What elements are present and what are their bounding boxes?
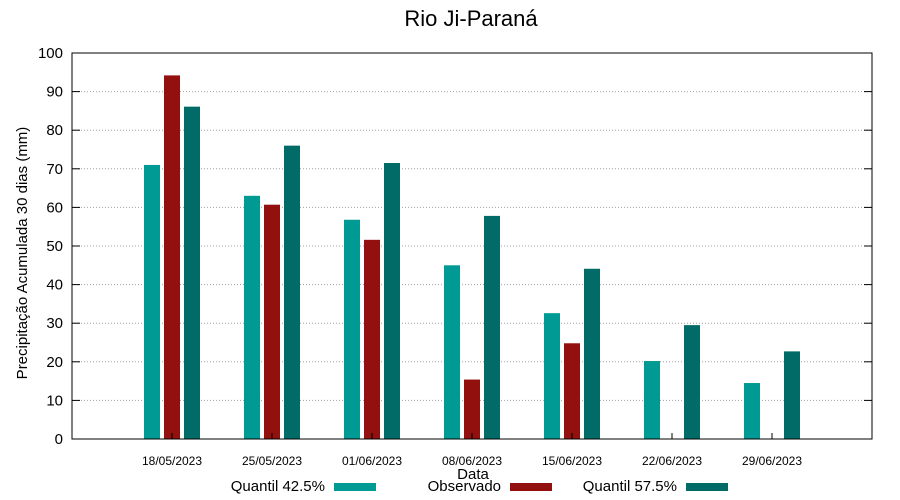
- bar-quantil-57-5--6: [784, 351, 800, 439]
- x-tick-label: 18/05/2023: [142, 454, 202, 468]
- legend-swatch: [334, 483, 376, 491]
- x-axis-label: Data: [457, 466, 489, 483]
- bar-quantil-57-5--4: [584, 268, 600, 439]
- bar-observado-2: [364, 239, 380, 439]
- legend-label: Observado: [428, 478, 501, 495]
- y-tick-label: 10: [46, 392, 63, 409]
- y-tick-label: 100: [38, 45, 63, 62]
- bar-observado-3: [464, 379, 480, 439]
- x-tick-label: 08/06/2023: [442, 454, 502, 468]
- y-tick-label: 0: [55, 431, 63, 448]
- bar-observado-4: [564, 343, 580, 439]
- bars: [144, 75, 800, 440]
- legend-label: Quantil 42.5%: [231, 478, 325, 495]
- legend-swatch: [510, 483, 552, 491]
- x-tick-label: 29/06/2023: [742, 454, 802, 468]
- y-tick-label: 20: [46, 354, 63, 371]
- x-tick-label: 25/05/2023: [242, 454, 302, 468]
- legend-label: Quantil 57.5%: [583, 478, 677, 495]
- y-tick-label: 40: [46, 277, 63, 294]
- y-axis-ticks: 0 10 20 30 40 50 60 70 80 90 100: [38, 45, 872, 448]
- bar-quantil-57-5--1: [284, 145, 300, 439]
- bar-quantil-42-5--3: [444, 265, 460, 439]
- bar-quantil-42-5--5: [644, 361, 660, 439]
- bar-quantil-42-5--0: [144, 164, 160, 439]
- x-tick-label: 15/06/2023: [542, 454, 602, 468]
- y-tick-label: 50: [46, 238, 63, 255]
- legend-swatch: [686, 483, 728, 491]
- chart-title: Rio Ji-Paraná: [404, 6, 538, 31]
- x-tick-label: 22/06/2023: [642, 454, 702, 468]
- bar-observado-1: [264, 204, 280, 439]
- y-tick-label: 80: [46, 122, 63, 139]
- bar-quantil-57-5--2: [384, 163, 400, 439]
- bar-quantil-57-5--5: [684, 325, 700, 439]
- y-tick-label: 60: [46, 199, 63, 216]
- y-tick-label: 30: [46, 315, 63, 332]
- bar-quantil-57-5--0: [184, 106, 200, 440]
- bar-observado-0: [164, 75, 180, 439]
- bar-quantil-42-5--6: [744, 383, 760, 439]
- x-tick-label: 01/06/2023: [342, 454, 402, 468]
- bar-quantil-42-5--4: [544, 313, 560, 439]
- y-tick-label: 70: [46, 161, 63, 178]
- x-axis-ticks: 18/05/2023 25/05/2023 01/06/2023 08/06/2023…: [142, 433, 802, 468]
- bar-quantil-42-5--1: [244, 195, 260, 439]
- y-tick-label: 90: [46, 84, 63, 101]
- bar-quantil-57-5--3: [484, 215, 500, 439]
- legend: Quantil 42.5% Observado Quantil 57.5%: [231, 478, 728, 495]
- bar-quantil-42-5--2: [344, 219, 360, 439]
- grid-lines: [72, 91, 872, 401]
- y-axis-label: Precipitação Acumulada 30 dias (mm): [14, 127, 31, 380]
